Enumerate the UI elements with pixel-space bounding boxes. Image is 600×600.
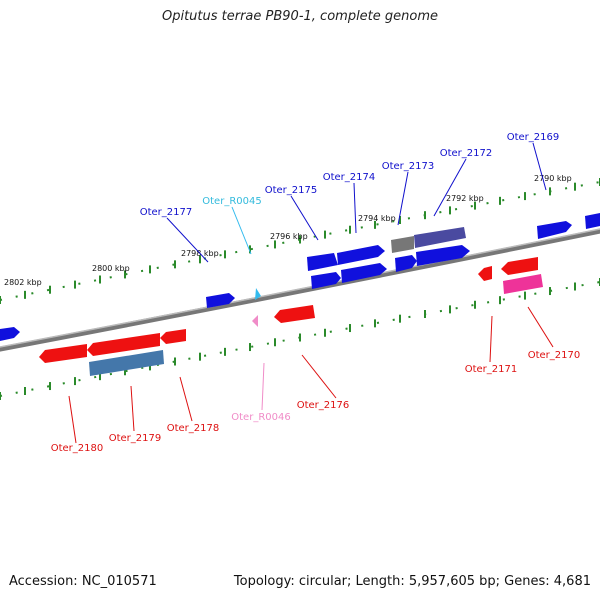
gene-label[interactable]: Oter_2173 [382,161,435,172]
minus-strand-genes [39,257,543,376]
accession-text: Accession: NC_010571 [9,574,157,589]
gene-arrow[interactable] [501,257,538,275]
gene-arrow[interactable] [206,293,235,308]
gene-label[interactable]: Oter_2169 [507,132,560,143]
gene-label[interactable]: Oter_2179 [109,433,162,444]
gene-label[interactable]: Oter_2180 [51,443,104,454]
topology-summary: Topology: circular; Length: 5,957,605 bp… [233,574,591,589]
rna-arrow[interactable] [255,288,261,300]
gene-arrow[interactable] [414,227,466,248]
plus-strand-genes [0,213,600,341]
tick-label-2794: 2794 kbp [358,214,396,223]
gene-label[interactable]: Oter_2178 [167,423,220,434]
gene-arrow[interactable] [89,350,164,376]
gene-label[interactable]: Oter_2172 [440,148,493,159]
gene-arrow[interactable] [416,245,470,266]
gene-label[interactable]: Oter_2177 [140,207,193,218]
genome-title: Opitutus terrae PB90-1, complete genome [161,9,439,24]
gene-arrow[interactable] [478,266,492,281]
tick-label-2792: 2792 kbp [446,194,484,203]
gene-arrow[interactable] [337,245,385,265]
tick-label-2796: 2796 kbp [270,232,308,241]
rna-arrow[interactable] [252,315,258,327]
gene-arrow[interactable] [395,255,417,272]
gene-arrow[interactable] [537,221,572,239]
gene-label[interactable]: Oter_R0045 [202,196,261,207]
gene-arrow[interactable] [160,329,186,344]
gene-arrow[interactable] [311,272,341,289]
tick-label-2800: 2800 kbp [92,264,130,273]
gene-label[interactable]: Oter_2171 [465,364,518,375]
gene-arrow[interactable] [87,333,160,356]
gene-label[interactable]: Oter_2176 [297,400,350,411]
gene-label[interactable]: Oter_2170 [528,350,581,361]
gene-arrow[interactable] [503,274,543,294]
tick-label-2790: 2790 kbp [534,174,572,183]
gene-arrow[interactable] [585,213,600,229]
tick-label-2802: 2802 kbp [4,278,42,287]
major-ticks [0,178,600,400]
gene-arrow[interactable] [341,263,387,283]
label-connectors [68,142,554,444]
gene-label[interactable]: Oter_R0046 [231,412,290,423]
gene-label[interactable]: Oter_2175 [265,185,318,196]
gene-label[interactable]: Oter_2174 [323,172,376,183]
gene-arrow[interactable] [307,253,338,271]
gene-arrow[interactable] [274,305,315,323]
gene-arrow[interactable] [0,327,20,341]
genome-backbone [0,228,600,352]
gene-arrow[interactable] [391,236,414,253]
gene-arrow[interactable] [39,344,87,363]
